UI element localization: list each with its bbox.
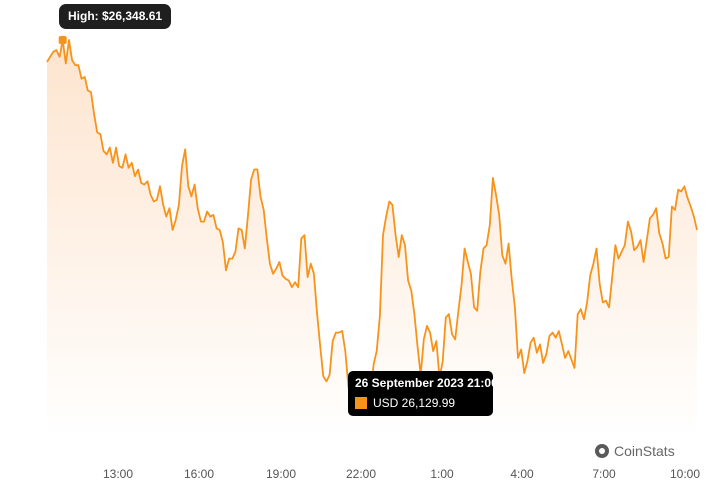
x-tick-label: 22:00 bbox=[346, 467, 376, 481]
tooltip-value-row: USD 26,129.99 bbox=[355, 396, 486, 410]
x-tick-label: 1:00 bbox=[430, 467, 454, 481]
tooltip-datetime: 26 September 2023 21:00 bbox=[355, 376, 498, 390]
chart-area-layer bbox=[47, 40, 697, 438]
brand-name: CoinStats bbox=[614, 443, 675, 459]
price-area-fill bbox=[47, 40, 697, 438]
x-tick-label: 4:00 bbox=[510, 467, 534, 481]
high-point-marker bbox=[58, 36, 67, 44]
high-price-badge: High: $26,348.61 bbox=[59, 4, 172, 29]
coinstats-logo-icon bbox=[595, 444, 609, 458]
x-tick-label: 19:00 bbox=[266, 467, 296, 481]
x-tick-label: 16:00 bbox=[184, 467, 214, 481]
tooltip-series-swatch bbox=[355, 397, 367, 409]
x-tick-label: 13:00 bbox=[103, 467, 133, 481]
x-tick-label: 10:00 bbox=[670, 467, 700, 481]
tooltip-value: USD 26,129.99 bbox=[373, 396, 456, 410]
high-price-label: High: $26,348.61 bbox=[68, 9, 163, 23]
x-tick-label: 7:00 bbox=[592, 467, 616, 481]
brand-watermark: CoinStats bbox=[595, 443, 675, 459]
x-axis: 13:00 16:00 19:00 22:00 1:00 4:00 7:00 10:00 bbox=[103, 467, 700, 481]
price-tooltip: 26 September 2023 21:00 USD 26,129.99 bbox=[348, 371, 498, 416]
